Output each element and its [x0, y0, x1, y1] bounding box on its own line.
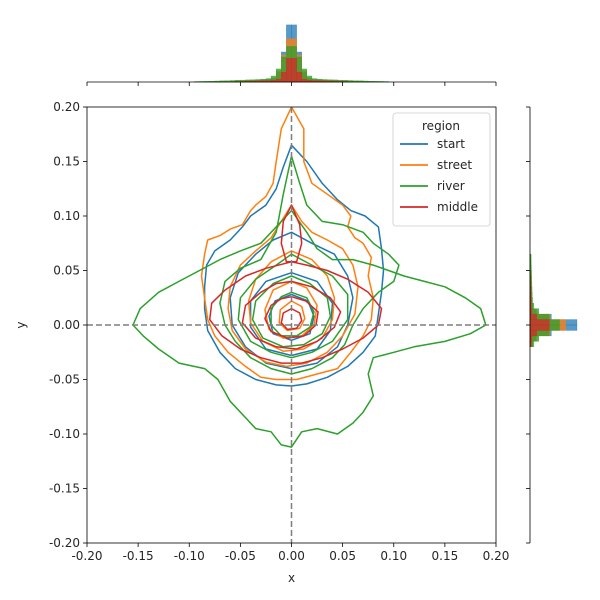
y-axis-label: y — [14, 321, 28, 328]
reference-lines — [87, 107, 496, 543]
y-tick-label: 0.15 — [53, 155, 80, 169]
x-tick-label: -0.20 — [71, 549, 102, 563]
y-tick-label: -0.20 — [49, 536, 80, 550]
contour-middle-0 — [208, 261, 383, 364]
x-tick-label: -0.05 — [225, 549, 256, 563]
contour-river-3 — [251, 275, 332, 348]
right-hist-bar-middle — [529, 313, 537, 320]
right-marginal-histogram — [529, 253, 578, 347]
x-tick-label: 0.10 — [380, 549, 407, 563]
y-tick-label: 0.05 — [53, 264, 80, 278]
contour-river-0 — [132, 209, 487, 448]
legend-label-middle: middle — [437, 200, 478, 214]
x-axis-label: x — [288, 571, 295, 585]
x-axis-ticks: -0.20 -0.15 -0.10 -0.05 0.00 0.05 0.10 0.15 0.20 — [71, 82, 509, 563]
legend: region start street river middle — [392, 112, 491, 227]
x-tick-label: 0.00 — [278, 549, 305, 563]
legend-items: start street river middle — [400, 137, 478, 214]
y-tick-label: -0.15 — [49, 482, 80, 496]
contour-street-0 — [200, 107, 375, 381]
y-tick-label: 0.10 — [53, 209, 80, 223]
legend-box — [392, 112, 491, 227]
y-tick-label: -0.10 — [49, 427, 80, 441]
y-axis-ticks: -0.20 -0.15 -0.10 -0.05 0.00 0.05 0.10 0.15 0.20 — [49, 100, 530, 550]
contour-middle-2 — [241, 280, 342, 350]
top-hist-bar-middle — [301, 79, 307, 83]
top-hist-bar-middle — [296, 71, 302, 83]
y-tick-label: 0.20 — [53, 100, 80, 114]
contour-middle-3 — [264, 295, 319, 339]
x-tick-label: 0.05 — [329, 549, 356, 563]
x-tick-label: -0.15 — [123, 549, 154, 563]
x-tick-label: -0.10 — [174, 549, 205, 563]
contour-street-2 — [247, 250, 336, 352]
contour-street-1 — [227, 204, 359, 368]
top-hist-bar-middle — [286, 58, 292, 83]
legend-title: region — [422, 119, 460, 133]
y-tick-label: -0.05 — [49, 373, 80, 387]
top-hist-bar-middle — [281, 71, 287, 83]
right-hist-bar-middle — [529, 319, 550, 326]
x-tick-label: 0.20 — [483, 549, 510, 563]
right-hist-bar-middle — [529, 330, 537, 337]
top-hist-bar-middle — [291, 58, 297, 83]
x-tick-label: 0.15 — [432, 549, 459, 563]
legend-label-river: river — [437, 179, 465, 193]
contour-river-2 — [237, 253, 349, 359]
y-tick-label: 0.00 — [53, 318, 80, 332]
right-hist-bar-middle — [529, 324, 550, 331]
legend-label-start: start — [437, 137, 465, 151]
legend-label-street: street — [437, 158, 472, 172]
top-hist-bar-middle — [276, 79, 282, 83]
top-marginal-histogram — [194, 24, 389, 83]
